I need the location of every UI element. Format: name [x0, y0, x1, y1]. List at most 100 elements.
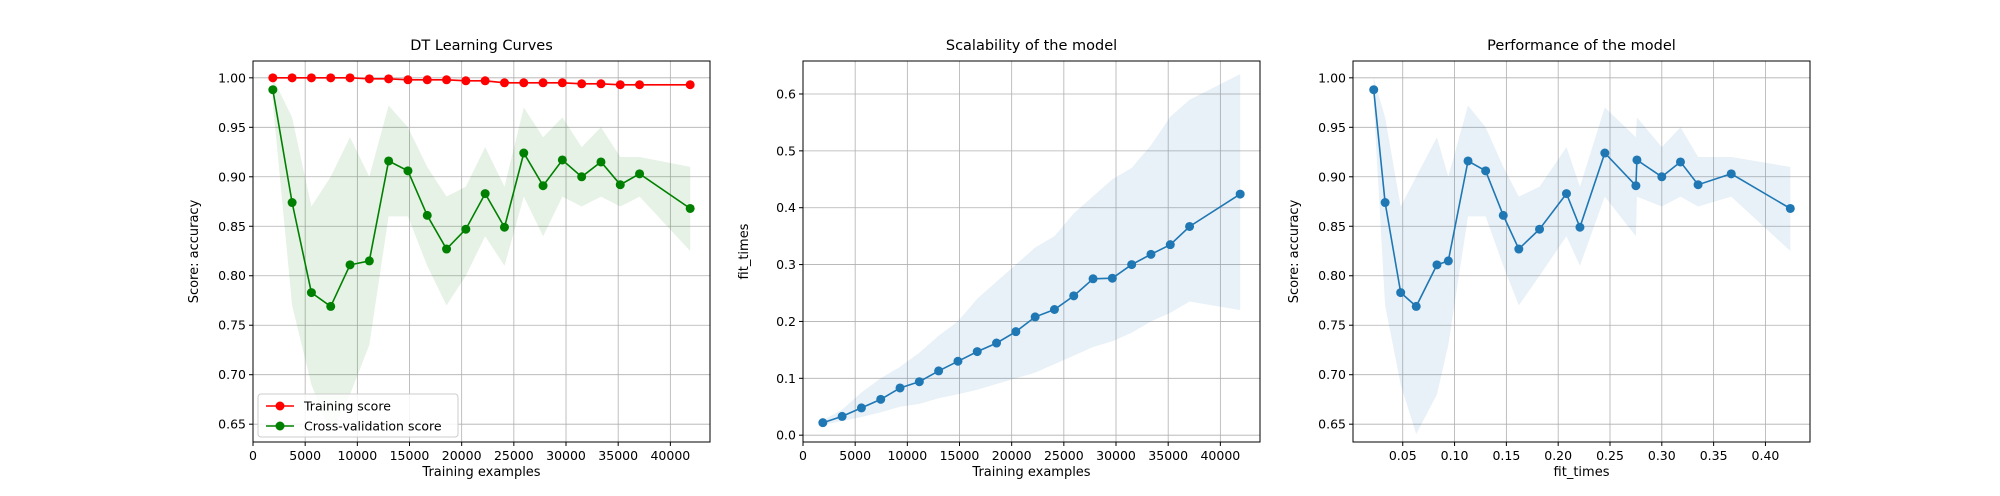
series-0-point-19	[1726, 169, 1736, 179]
series-0-point-1	[837, 411, 847, 421]
ytick-label-7: 1.00	[1318, 70, 1346, 85]
learning-curves-panel: 0 5000 10000 15000 20000 25000 30000 35000 40000…	[187, 38, 711, 480]
series-0-point-1	[1380, 198, 1390, 208]
series-1-point-10	[461, 224, 471, 234]
series-0-point-14	[538, 78, 548, 88]
series-0-point-19	[1185, 221, 1195, 231]
series-0-point-8	[1498, 210, 1508, 220]
series-0-point-5	[364, 74, 374, 84]
series-0-point-18	[1693, 180, 1703, 190]
scalability-xlabel: Training examples	[971, 465, 1090, 480]
ytick-label-6: 0.6	[776, 86, 796, 101]
series-0-point-0	[818, 418, 828, 428]
series-0-point-0	[1369, 85, 1379, 95]
series-0-point-10	[1011, 327, 1021, 337]
ytick-label-3: 0.3	[776, 257, 796, 272]
series-1-point-14	[538, 181, 548, 191]
series-1-point-13	[519, 148, 529, 158]
series-1-point-9	[442, 244, 452, 254]
xtick-label-6: 0.35	[1700, 448, 1728, 463]
series-0-point-17	[1675, 157, 1685, 167]
series-1-point-16	[577, 172, 587, 182]
series-0-point-6	[1463, 156, 1473, 166]
xtick-label-7: 0.40	[1752, 448, 1780, 463]
ytick-label-5: 0.5	[776, 143, 796, 158]
ytick-label-1: 0.70	[1318, 367, 1346, 382]
xtick-label-0: 0	[249, 448, 257, 463]
learning-curves-ylabel: Score: accuracy	[187, 199, 202, 303]
ytick-label-6: 0.95	[1318, 120, 1346, 135]
series-0-point-12	[1575, 222, 1585, 232]
series-0-point-19	[635, 80, 645, 90]
series-0-point-12	[1049, 305, 1059, 315]
series-0-point-7	[953, 356, 963, 366]
learning-curves-xticks: 0 5000 10000 15000 20000 25000 30000 35000 40000	[249, 442, 690, 463]
xtick-label-3: 15000	[390, 448, 430, 463]
xtick-label-7: 35000	[1148, 448, 1188, 463]
series-1-band	[272, 77, 691, 435]
performance-frame	[1352, 60, 1811, 443]
series-0-point-20	[1235, 189, 1245, 199]
xtick-label-4: 0.25	[1596, 448, 1624, 463]
series-0-point-6	[934, 366, 944, 376]
learning-curves-legend: Training score Cross-validation score	[257, 393, 459, 438]
series-0-point-15	[1632, 155, 1642, 165]
ytick-label-1: 0.1	[776, 371, 796, 386]
learning-curves-frame	[252, 60, 711, 443]
series-0-point-7	[1481, 166, 1491, 176]
ytick-label-2: 0.2	[776, 314, 796, 329]
series-1-point-19	[635, 169, 645, 179]
scalability-xticks: 0 5000 10000 15000 20000 25000 30000 35000 40000	[799, 442, 1240, 463]
series-0-point-5	[914, 377, 924, 387]
xtick-label-3: 0.20	[1544, 448, 1572, 463]
xtick-label-5: 0.30	[1648, 448, 1676, 463]
series-1-point-1	[287, 198, 297, 208]
ytick-label-4: 0.4	[776, 200, 796, 215]
scalability-points	[818, 189, 1245, 428]
series-1-point-15	[557, 155, 567, 165]
series-1-point-4	[345, 260, 355, 270]
ytick-label-1: 0.70	[218, 367, 246, 382]
series-1-point-8	[422, 210, 432, 220]
series-0-point-11	[1561, 189, 1571, 199]
series-1-point-20	[685, 203, 695, 213]
series-1-point-7	[403, 166, 413, 176]
series-0-point-11	[480, 76, 490, 86]
scalability-frame	[802, 60, 1261, 443]
series-0-point-10	[461, 76, 471, 86]
ytick-label-7: 1.00	[218, 70, 246, 85]
series-0-point-0	[268, 73, 278, 83]
learning-curves-points	[268, 73, 695, 311]
series-0-point-1	[287, 73, 297, 83]
performance-xticks: 0.05 0.10 0.15 0.20 0.25 0.30 0.35 0.40	[1389, 442, 1780, 463]
series-0-point-4	[345, 73, 355, 83]
performance-ylabel: Score: accuracy	[1287, 199, 1302, 303]
series-0-point-10	[1535, 224, 1545, 234]
ytick-label-5: 0.90	[1318, 169, 1346, 184]
series-0-point-16	[577, 79, 587, 89]
performance-xlabel: fit_times	[1554, 465, 1610, 480]
xtick-label-0: 0	[799, 448, 807, 463]
series-0-point-14	[1631, 181, 1641, 191]
series-0-point-2	[856, 403, 866, 413]
series-0-point-4	[1432, 260, 1442, 270]
series-1-point-18	[615, 180, 625, 190]
series-1-point-3	[326, 301, 336, 311]
series-0-point-13	[1600, 148, 1610, 158]
ytick-label-5: 0.90	[218, 169, 246, 184]
xtick-label-7: 35000	[598, 448, 638, 463]
series-0-point-7	[403, 75, 413, 85]
series-0-point-13	[519, 78, 529, 88]
series-1-point-0	[268, 85, 278, 95]
series-0-point-18	[615, 80, 625, 90]
xtick-label-4: 20000	[992, 448, 1032, 463]
series-0-point-20	[685, 80, 695, 90]
ytick-label-2: 0.75	[1318, 318, 1346, 333]
xtick-label-1: 5000	[289, 448, 321, 463]
ytick-label-4: 0.85	[218, 219, 246, 234]
xtick-label-0: 0.05	[1389, 448, 1417, 463]
xtick-label-8: 40000	[1200, 448, 1240, 463]
series-1-point-5	[364, 256, 374, 266]
xtick-label-2: 0.15	[1492, 448, 1520, 463]
